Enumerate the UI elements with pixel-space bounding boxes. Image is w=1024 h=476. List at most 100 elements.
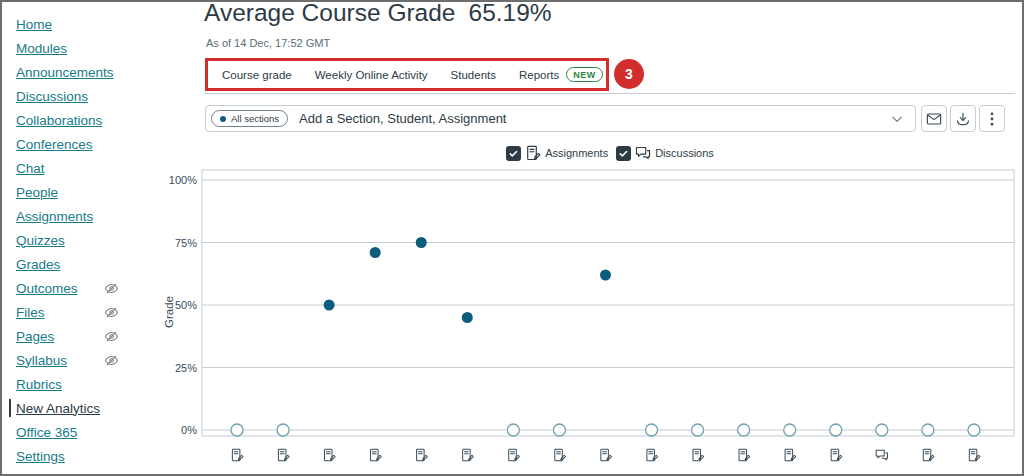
data-point-zero[interactable] bbox=[876, 424, 888, 436]
sidebar-link[interactable]: Outcomes bbox=[16, 281, 78, 296]
mail-button[interactable] bbox=[921, 105, 947, 132]
assignment-icon bbox=[693, 449, 704, 461]
legend-item-assignments: Assignments bbox=[506, 145, 608, 161]
data-point[interactable] bbox=[416, 237, 427, 248]
new-badge: NEW bbox=[566, 67, 603, 82]
filter-search-input[interactable]: All sections Add a Section, Student, Ass… bbox=[205, 105, 916, 132]
sidebar-link[interactable]: Home bbox=[16, 17, 52, 32]
sidebar-link[interactable]: People bbox=[16, 185, 58, 200]
tab-label: Students bbox=[451, 69, 496, 81]
data-point-zero[interactable] bbox=[507, 424, 519, 436]
canvas-analytics-page: Home Modules Announcements Discussions Colla… bbox=[0, 0, 1024, 476]
assignment-icon bbox=[232, 449, 243, 461]
y-tick-label: 0% bbox=[181, 424, 197, 436]
assignment-icon bbox=[525, 145, 541, 161]
legend-label: Discussions bbox=[655, 147, 714, 159]
chevron-down-icon[interactable] bbox=[889, 111, 905, 127]
data-point[interactable] bbox=[324, 300, 335, 311]
filter-placeholder: Add a Section, Student, Assignment bbox=[299, 111, 506, 126]
sidebar-link[interactable]: Rubrics bbox=[16, 377, 62, 392]
mail-icon bbox=[926, 111, 942, 127]
average-grade-chart: 0%25%50%75%100%Grade bbox=[162, 169, 1018, 469]
assignment-icon bbox=[923, 449, 934, 461]
analytics-tabs: Course grade Weekly Online Activity Studen… bbox=[222, 67, 626, 82]
sidebar-link[interactable]: Grades bbox=[16, 257, 60, 272]
discussion-icon bbox=[635, 145, 651, 161]
assignment-icon bbox=[831, 449, 842, 461]
page-title-text: Average Course Grade bbox=[204, 0, 456, 26]
assignment-icon bbox=[509, 449, 520, 461]
tab-students[interactable]: Students bbox=[451, 67, 496, 82]
eye-off-icon bbox=[104, 305, 119, 320]
plot-border bbox=[202, 170, 1014, 436]
tab-label: Weekly Online Activity bbox=[315, 69, 428, 81]
page-title: Average Course Grade 65.19% bbox=[204, 0, 552, 27]
tab-label: Course grade bbox=[222, 69, 292, 81]
sidebar-link[interactable]: Conferences bbox=[16, 137, 93, 152]
y-tick-label: 25% bbox=[175, 362, 197, 374]
discussions-checkbox[interactable] bbox=[616, 146, 631, 161]
assignment-icon bbox=[785, 449, 796, 461]
sidebar-link[interactable]: Pages bbox=[16, 329, 54, 344]
y-axis-label: Grade bbox=[163, 296, 175, 328]
assignment-icon bbox=[969, 449, 980, 461]
sidebar-link[interactable]: Chat bbox=[16, 161, 45, 176]
legend-item-discussions: Discussions bbox=[616, 145, 714, 161]
sidebar-link[interactable]: Syllabus bbox=[16, 353, 67, 368]
eye-off-icon bbox=[104, 353, 119, 368]
section-dot-icon bbox=[220, 116, 226, 122]
tab-label: Reports bbox=[519, 69, 559, 81]
sidebar-link[interactable]: Announcements bbox=[16, 65, 114, 80]
download-icon bbox=[955, 111, 971, 127]
kebab-menu-button[interactable] bbox=[979, 105, 1005, 132]
annotation-red-box: Course grade Weekly Online Activity Studen… bbox=[205, 58, 609, 91]
annotation-step-number: 3 bbox=[614, 59, 644, 89]
average-grade-value: 65.19% bbox=[469, 0, 552, 26]
data-point-zero[interactable] bbox=[231, 424, 243, 436]
sidebar-link[interactable]: Office 365 bbox=[16, 425, 77, 440]
sidebar-link[interactable]: Discussions bbox=[16, 89, 88, 104]
assignment-icon bbox=[371, 449, 382, 461]
legend-label: Assignments bbox=[545, 147, 608, 159]
tabs-underline bbox=[205, 93, 1015, 94]
as-of-timestamp: As of 14 Dec, 17:52 GMT bbox=[206, 37, 330, 49]
assignment-icon bbox=[647, 449, 658, 461]
data-point-zero[interactable] bbox=[922, 424, 934, 436]
assignment-icon bbox=[739, 449, 750, 461]
data-point-zero[interactable] bbox=[738, 424, 750, 436]
sidebar-link[interactable]: Collaborations bbox=[16, 113, 102, 128]
assignment-icon bbox=[278, 449, 289, 461]
sidebar-link[interactable]: Quizzes bbox=[16, 233, 65, 248]
assignment-icon bbox=[463, 449, 474, 461]
data-point-zero[interactable] bbox=[968, 424, 980, 436]
tab-weekly-online-activity[interactable]: Weekly Online Activity bbox=[315, 67, 428, 82]
data-point-zero[interactable] bbox=[784, 424, 796, 436]
download-button[interactable] bbox=[950, 105, 976, 132]
eye-off-icon bbox=[104, 281, 119, 296]
sidebar-item-modules: Modules bbox=[16, 36, 201, 60]
assignments-checkbox[interactable] bbox=[506, 146, 521, 161]
data-point[interactable] bbox=[370, 247, 381, 258]
sidebar-link[interactable]: Files bbox=[16, 305, 45, 320]
data-point[interactable] bbox=[600, 270, 611, 281]
tab-reports[interactable]: Reports NEW bbox=[519, 67, 603, 82]
data-point[interactable] bbox=[462, 312, 473, 323]
sidebar-link[interactable]: Assignments bbox=[16, 209, 93, 224]
sidebar-item-collaborations: Collaborations bbox=[16, 108, 201, 132]
all-sections-pill[interactable]: All sections bbox=[211, 110, 288, 127]
sidebar-link[interactable]: Modules bbox=[16, 41, 67, 56]
sidebar-link[interactable]: Settings bbox=[16, 449, 65, 464]
data-point-zero[interactable] bbox=[553, 424, 565, 436]
sidebar-link[interactable]: New Analytics bbox=[16, 401, 100, 416]
data-point-zero[interactable] bbox=[277, 424, 289, 436]
kebab-menu-icon bbox=[984, 111, 1000, 127]
sidebar-item-announcements: Announcements bbox=[16, 60, 201, 84]
y-tick-label: 75% bbox=[175, 237, 197, 249]
data-point-zero[interactable] bbox=[646, 424, 658, 436]
data-point-zero[interactable] bbox=[692, 424, 704, 436]
tab-course-grade[interactable]: Course grade bbox=[222, 67, 292, 82]
eye-off-icon bbox=[104, 329, 119, 344]
sidebar-item-home: Home bbox=[16, 12, 201, 36]
assignment-icon bbox=[324, 449, 335, 461]
data-point-zero[interactable] bbox=[830, 424, 842, 436]
